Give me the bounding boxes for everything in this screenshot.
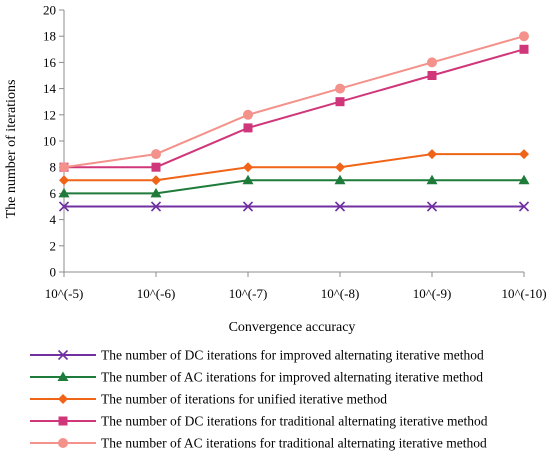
legend-item-3: The number of iterations for unified ite… [30, 392, 387, 407]
chart-axes [63, 10, 524, 273]
series-markers [58, 31, 530, 212]
series-line-5 [63, 35, 525, 169]
data-point-series-2 [518, 174, 530, 185]
data-point-series-3 [427, 149, 437, 160]
x-tick-label: 10^(-7) [229, 286, 268, 301]
legend-label: The number of iterations for unified ite… [101, 392, 387, 407]
y-tick-label: 14 [43, 81, 57, 96]
x-marker-stroke [58, 201, 70, 212]
data-point-series-5 [243, 109, 253, 120]
x-tick-label: 10^(-10) [501, 286, 546, 301]
data-point-series-3 [151, 175, 161, 186]
data-point-series-5 [427, 57, 437, 68]
legend-swatch-marker [58, 394, 68, 404]
x-marker-stroke [150, 201, 162, 212]
data-point-series-2 [334, 174, 346, 185]
data-point-series-1 [150, 201, 162, 212]
legend-item-5: The number of AC iterations for traditio… [30, 436, 487, 451]
data-point-series-1 [518, 201, 530, 212]
legend-item-4: The number of DC iterations for traditio… [30, 414, 488, 429]
y-tick-label: 8 [50, 160, 57, 175]
x-axis-ticks: 10^(-5) 10^(-6) 10^(-7) 10^(-8) 10^(-9) 10^(-… [45, 272, 547, 301]
data-point-series-4 [243, 123, 253, 133]
data-point-series-3 [59, 175, 69, 186]
legend-swatch-marker [58, 416, 68, 426]
series-line-3 [64, 153, 524, 182]
legend: The number of DC iterations for improved… [30, 348, 488, 451]
y-tick-label: 16 [43, 55, 57, 70]
y-tick-label: 10 [43, 134, 56, 149]
y-tick-label: 20 [43, 3, 56, 18]
data-point-series-1 [58, 201, 70, 212]
data-point-series-3 [335, 162, 345, 173]
data-point-series-2 [58, 187, 70, 198]
data-point-series-2 [426, 174, 438, 185]
legend-item-1: The number of DC iterations for improved… [30, 348, 484, 363]
legend-swatch-marker [57, 371, 69, 381]
x-marker-stroke [57, 349, 69, 361]
x-tick-label: 10^(-8) [321, 286, 360, 301]
series-line-2 [64, 179, 524, 195]
data-point-series-4 [335, 97, 345, 107]
data-point-series-5 [151, 149, 161, 160]
data-point-series-1 [334, 201, 346, 212]
legend-swatch-marker [58, 438, 68, 448]
y-tick-label: 6 [50, 186, 57, 201]
y-tick-label: 2 [50, 238, 57, 253]
series-line-4 [64, 48, 525, 169]
data-point-series-3 [243, 162, 253, 173]
legend-label: The number of AC iterations for improved… [101, 370, 483, 385]
data-point-series-3 [519, 149, 529, 160]
x-marker-stroke [426, 201, 438, 212]
data-point-series-2 [242, 174, 254, 185]
x-marker-stroke [518, 201, 530, 212]
legend-item-2: The number of AC iterations for improved… [30, 370, 483, 385]
x-tick-label: 10^(-9) [413, 286, 452, 301]
data-point-series-4 [427, 71, 437, 80]
data-point-series-4 [151, 162, 161, 172]
data-point-series-4 [519, 44, 529, 54]
x-axis-title: Convergence accuracy [229, 320, 356, 335]
y-tick-label: 18 [43, 29, 56, 44]
y-axis-title: The number of iterations [4, 80, 19, 219]
legend-label: The number of AC iterations for traditio… [101, 436, 487, 451]
data-point-series-1 [426, 201, 438, 212]
legend-label: The number of DC iterations for improved… [101, 348, 484, 363]
x-tick-label: 10^(-5) [45, 286, 84, 301]
data-point-series-5 [519, 31, 529, 42]
y-tick-label: 12 [43, 107, 56, 122]
x-tick-label: 10^(-6) [137, 286, 176, 301]
data-point-series-1 [242, 201, 254, 212]
legend-swatch-marker [57, 349, 69, 361]
x-marker-stroke [334, 201, 346, 212]
series-lines [63, 35, 525, 208]
data-point-series-5 [335, 83, 345, 94]
x-marker-stroke [242, 201, 254, 212]
y-axis-ticks: 0 2 4 6 8 10 12 14 16 18 20 [43, 3, 64, 280]
y-tick-label: 4 [50, 212, 57, 227]
y-tick-label: 0 [50, 265, 57, 280]
legend-label: The number of DC iterations for traditio… [101, 414, 488, 429]
data-point-series-5 [59, 162, 69, 173]
data-point-series-2 [150, 187, 162, 198]
